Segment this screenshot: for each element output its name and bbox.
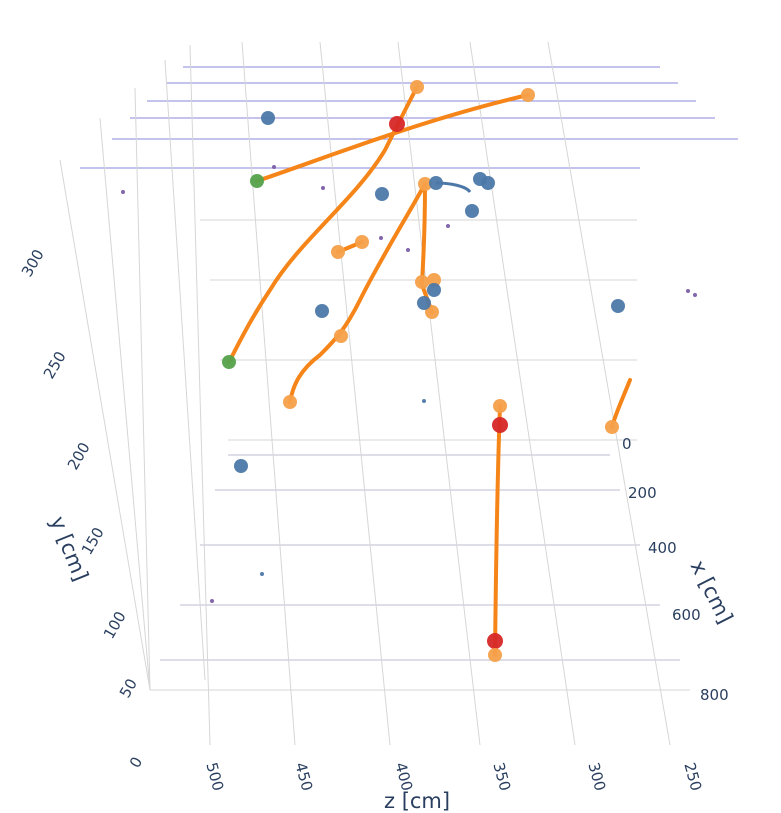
hit-point bbox=[465, 204, 479, 218]
hit-point bbox=[429, 176, 443, 190]
small-point bbox=[406, 248, 410, 252]
grid-line bbox=[134, 87, 151, 691]
small-point bbox=[379, 236, 383, 240]
z-tick-label: 350 bbox=[489, 761, 514, 793]
track-endpoint bbox=[493, 399, 507, 413]
x-tick-label: 200 bbox=[628, 484, 657, 502]
y-tick-label: 200 bbox=[64, 439, 94, 473]
z-tick-label: 450 bbox=[291, 761, 316, 793]
track-endpoint bbox=[488, 648, 502, 662]
z-tick-label: 250 bbox=[680, 761, 705, 793]
hit-point bbox=[427, 283, 441, 297]
track-endpoint bbox=[605, 420, 619, 434]
vertex-red bbox=[389, 116, 405, 132]
grid-line bbox=[164, 59, 206, 681]
grid-line bbox=[319, 41, 391, 746]
vertex-red bbox=[487, 633, 503, 649]
small-point bbox=[446, 224, 450, 228]
x-tick-label: 600 bbox=[672, 606, 701, 624]
hit-point bbox=[375, 187, 389, 201]
track-endpoint bbox=[334, 329, 348, 343]
track-endpoint bbox=[418, 177, 432, 191]
z-tick-label: 500 bbox=[202, 761, 227, 793]
grid-lines bbox=[59, 41, 690, 746]
track-endpoint bbox=[331, 245, 345, 259]
vertex-red bbox=[492, 417, 508, 433]
track-line bbox=[610, 378, 632, 429]
y-tick-label: 100 bbox=[100, 608, 130, 642]
grid-line bbox=[59, 159, 151, 691]
tracks-layer bbox=[227, 85, 632, 657]
y-tick-label: 50 bbox=[116, 675, 141, 701]
hit-point bbox=[417, 296, 431, 310]
points-layer bbox=[121, 80, 697, 662]
grid-line bbox=[99, 117, 151, 691]
track-endpoint bbox=[415, 275, 429, 289]
x-tick-label: 400 bbox=[648, 539, 677, 557]
grid-line bbox=[547, 41, 671, 746]
small-point bbox=[693, 293, 697, 297]
small-point bbox=[321, 186, 325, 190]
grid-line bbox=[241, 41, 296, 746]
small-point bbox=[121, 190, 125, 194]
z-axis-title: z [cm] bbox=[384, 789, 450, 813]
y-tick-label: 0 bbox=[126, 754, 146, 771]
y-tick-label: 250 bbox=[40, 348, 70, 382]
track-line bbox=[493, 404, 502, 657]
hit-point bbox=[481, 176, 495, 190]
track-endpoint bbox=[521, 88, 535, 102]
track-line bbox=[255, 93, 530, 183]
x-tick-label: 800 bbox=[700, 686, 729, 704]
hit-point bbox=[261, 111, 275, 125]
hit-point bbox=[315, 304, 329, 318]
grid-line bbox=[397, 41, 481, 746]
vertex-green bbox=[250, 174, 264, 188]
track-endpoint bbox=[427, 273, 441, 287]
track-endpoint bbox=[425, 305, 439, 319]
track-line bbox=[227, 85, 419, 364]
grid-line bbox=[469, 41, 576, 746]
track-endpoint bbox=[283, 395, 297, 409]
track-line bbox=[288, 182, 427, 404]
small-point bbox=[260, 572, 264, 576]
vertex-green bbox=[222, 355, 236, 369]
track-endpoint bbox=[410, 80, 424, 94]
small-point bbox=[210, 599, 214, 603]
z-tick-label: 300 bbox=[584, 761, 609, 793]
y-tick-label: 300 bbox=[18, 246, 48, 280]
x-tick-label: 0 bbox=[622, 435, 632, 453]
track-endpoint bbox=[355, 235, 369, 249]
small-point bbox=[686, 289, 690, 293]
small-point bbox=[272, 165, 276, 169]
small-point bbox=[422, 399, 426, 403]
hit-point bbox=[234, 459, 248, 473]
hit-point bbox=[611, 299, 625, 313]
track-line bbox=[420, 182, 427, 284]
detector-planes bbox=[80, 66, 738, 661]
grid-line bbox=[189, 44, 211, 746]
